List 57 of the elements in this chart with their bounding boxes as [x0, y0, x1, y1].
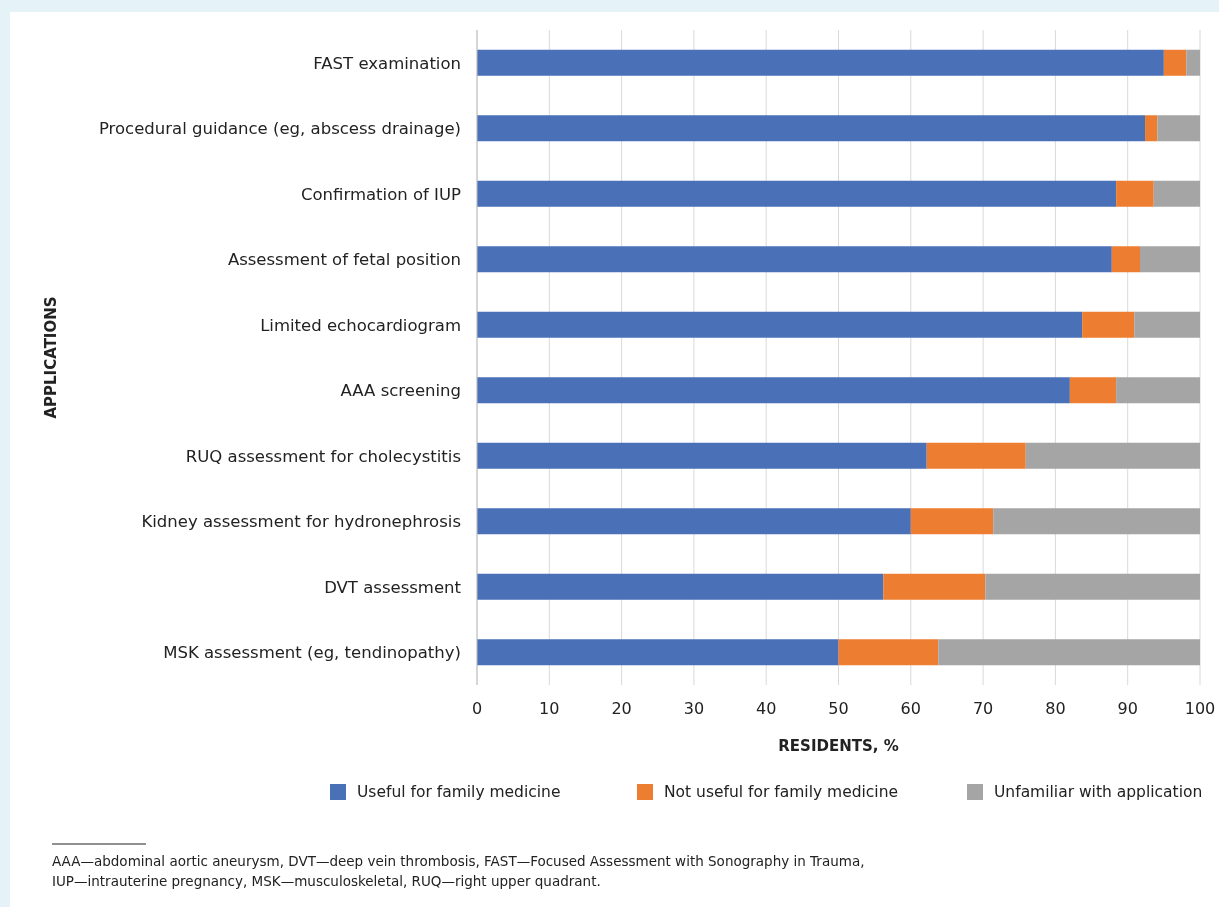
- legend-label: Not useful for family medicine: [664, 783, 899, 802]
- y-tick-label: Confirmation of IUP: [300, 184, 462, 204]
- bar: [477, 49, 1164, 76]
- x-tick-label: 0: [471, 699, 483, 718]
- x-tick-label: 50: [828, 699, 849, 718]
- y-axis-title: APPLICATIONS: [42, 296, 60, 419]
- y-tick-label: AAA screening: [340, 381, 461, 401]
- legend-label: Unfamiliar with application: [994, 783, 1203, 802]
- y-tick-label: DVT assessment: [324, 577, 462, 597]
- x-tick-label: 30: [683, 699, 705, 718]
- bar: [993, 508, 1200, 535]
- bar: [1111, 246, 1140, 273]
- bar: [883, 573, 986, 600]
- bar: [985, 573, 1200, 600]
- bar: [1163, 49, 1187, 76]
- bar: [1116, 180, 1154, 207]
- legend-label: Useful for family medicine: [357, 783, 561, 802]
- bar: [910, 508, 994, 535]
- bar: [1186, 49, 1200, 76]
- bar: [1139, 246, 1200, 273]
- x-tick-label: 20: [611, 699, 632, 718]
- x-tick-label: 80: [1045, 699, 1066, 718]
- bar: [1153, 180, 1200, 207]
- x-tick-label: 100: [1184, 699, 1216, 718]
- bar: [477, 115, 1146, 142]
- bar: [926, 442, 1026, 469]
- bar: [477, 311, 1083, 338]
- bar: [1116, 377, 1200, 404]
- bar: [477, 508, 911, 535]
- x-tick-label: 40: [756, 699, 777, 718]
- y-tick-label: FAST examination: [313, 53, 461, 73]
- bar: [1145, 115, 1158, 142]
- bar: [477, 442, 927, 469]
- x-axis-title: RESIDENTS, %: [778, 737, 899, 755]
- x-tick-label: 90: [1117, 699, 1138, 718]
- x-tick-label: 10: [539, 699, 560, 718]
- bar: [477, 639, 839, 666]
- x-tick-label: 70: [972, 699, 994, 718]
- y-tick-label: RUQ assessment for cholecystitis: [185, 446, 461, 466]
- bar: [1157, 115, 1200, 142]
- x-tick-label: 60: [900, 699, 921, 718]
- y-tick-label: MSK assessment (eg, tendinopathy): [163, 643, 461, 663]
- y-tick-label: Limited echocardiogram: [260, 315, 461, 335]
- bar: [1082, 311, 1135, 338]
- bar: [838, 639, 939, 666]
- text: AAA—abdominal aortic aneurysm, DVT—deep vein thrombosis, FAST—Focused Assessment with Sonography in Trauma, IUP—intrauterine pregnancy, MSK—musculoskeletal, RUQ—right upper quadrant.: [52, 853, 865, 889]
- bar: [477, 377, 1070, 404]
- bar: [477, 180, 1117, 207]
- bar: [1134, 311, 1200, 338]
- bar: [477, 246, 1112, 273]
- y-tick-label: Assessment of fetal position: [227, 250, 461, 270]
- bar: [477, 573, 884, 600]
- bar: [1069, 377, 1117, 404]
- y-tick-label: Kidney assessment for hydronephrosis: [141, 512, 461, 532]
- bar: [938, 639, 1200, 666]
- y-tick-label: Procedural guidance (eg, abscess drainage): [98, 119, 461, 139]
- bar: [1025, 442, 1200, 469]
